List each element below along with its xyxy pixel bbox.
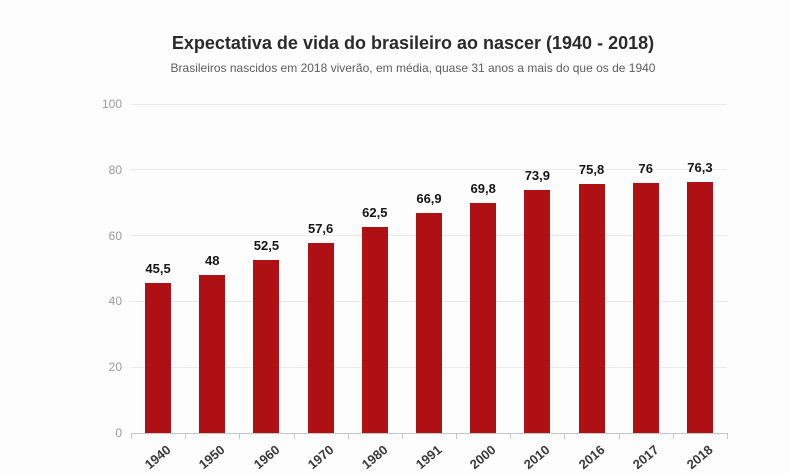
x-axis-tick [672,434,674,439]
bar-value-label: 73,9 [524,167,551,183]
y-axis-tick-label: 0 [115,426,122,440]
bar-value-label: 45,5 [145,261,171,277]
bar-value-label: 76 [638,160,653,176]
x-axis-label: 1970 [304,442,337,473]
x-axis-tick [185,434,187,439]
x-axis-line [131,433,728,434]
x-axis-tick [401,434,403,439]
bar-value-label: 66,9 [416,190,442,206]
bar-value-label: 57,6 [307,221,334,237]
x-axis-tick [347,434,349,439]
bar [253,260,280,433]
bar-value-label: 52,5 [253,238,280,254]
bar [361,227,388,433]
bar-value-label: 76,3 [687,159,713,175]
x-axis-tick [456,434,458,439]
bar [199,275,226,433]
x-axis-label: 2000 [467,442,499,473]
y-axis-tick-label: 40 [108,294,122,309]
x-axis-label: 1980 [358,442,391,473]
x-axis-tick [618,434,620,439]
x-axis-tick [510,434,512,439]
x-axis-label: 2017 [629,442,662,473]
x-axis-tick [239,434,241,439]
chart-title: Expectativa de vida do brasileiro ao nas… [171,33,655,53]
gridline [131,103,727,105]
x-axis-tick [131,434,132,439]
x-axis-label: 2010 [521,442,554,473]
x-axis-label: 2018 [683,442,716,473]
bar [632,182,659,433]
bar-value-label: 75,8 [578,161,605,177]
x-axis-label: 2016 [575,442,608,473]
y-axis-tick-label: 80 [108,162,122,177]
bar [578,183,605,433]
bar [416,212,442,433]
y-axis-tick-label: 100 [101,97,122,111]
chart-subtitle: Brasileiros nascidos em 2018 viverão, em… [170,61,656,75]
bar [145,283,172,433]
x-axis-label: 1991 [412,442,445,473]
x-axis-label: 1950 [196,442,228,473]
bar-value-label: 48 [205,253,220,269]
x-axis-tick [727,434,728,439]
bar [307,243,334,433]
bar [470,203,497,433]
y-axis-tick-label: 60 [108,228,122,243]
x-axis-tick [293,434,295,439]
chart-header: Expectativa de vida do brasileiro ao nas… [18,31,790,76]
x-axis-label: 1960 [250,442,283,473]
x-axis-tick [564,434,566,439]
bar-value-label: 62,5 [362,205,388,221]
gridline [131,169,727,171]
x-axis-label: 1940 [141,442,174,473]
bar-value-label: 69,8 [470,181,496,197]
bar [524,189,551,433]
y-axis-tick-label: 20 [108,360,122,375]
bar [686,181,713,433]
